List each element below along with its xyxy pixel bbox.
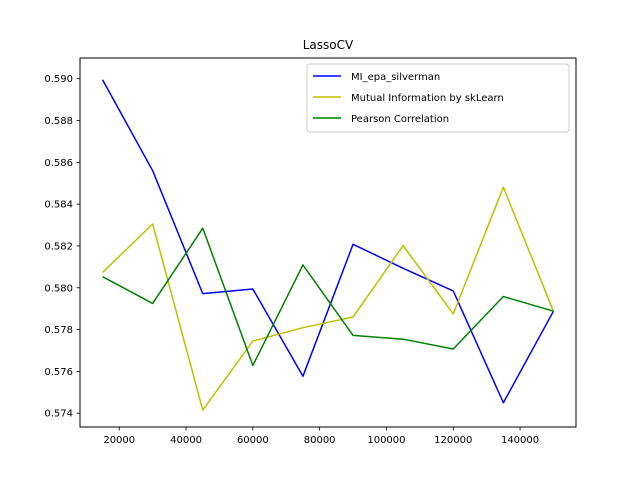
y-tick-label: 0.582 bbox=[44, 241, 73, 252]
y-tick-label: 0.588 bbox=[44, 116, 73, 127]
series-line-1 bbox=[102, 186, 555, 411]
y-axis: 0.574 0.576 0.578 0.580 0.582 0.584 0.586 0.588… bbox=[44, 74, 80, 420]
legend: MI_epa_silverman Mutual Information by sk… bbox=[306, 63, 570, 133]
y-tick-label: 0.576 bbox=[44, 367, 73, 378]
x-tick-label: 40000 bbox=[170, 435, 202, 446]
y-tick-label: 0.586 bbox=[44, 158, 73, 169]
legend-label: Pearson Correlation bbox=[351, 114, 449, 125]
x-tick-label: 100000 bbox=[367, 435, 405, 446]
x-tick-label: 120000 bbox=[434, 435, 472, 446]
legend-box bbox=[306, 63, 570, 133]
series-line-2 bbox=[102, 227, 554, 367]
legend-label: Mutual Information by skLearn bbox=[351, 93, 504, 104]
legend-label: MI_epa_silverman bbox=[351, 72, 440, 83]
y-tick-label: 0.580 bbox=[44, 283, 73, 294]
plot-frame bbox=[79, 57, 577, 428]
y-tick-label: 0.578 bbox=[44, 325, 73, 336]
series-line-0 bbox=[101, 79, 555, 404]
x-tick-label: 60000 bbox=[237, 435, 269, 446]
y-tick-label: 0.590 bbox=[44, 74, 73, 85]
x-axis: 20000 40000 60000 80000 100000 120000 140000 bbox=[103, 427, 539, 446]
x-tick-label: 140000 bbox=[501, 435, 539, 446]
chart-title: LassoCV bbox=[303, 38, 354, 52]
plot-lines bbox=[101, 79, 555, 411]
y-tick-label: 0.584 bbox=[44, 200, 73, 211]
y-tick-label: 0.574 bbox=[44, 409, 73, 420]
x-tick-label: 20000 bbox=[103, 435, 135, 446]
x-tick-label: 80000 bbox=[304, 435, 336, 446]
